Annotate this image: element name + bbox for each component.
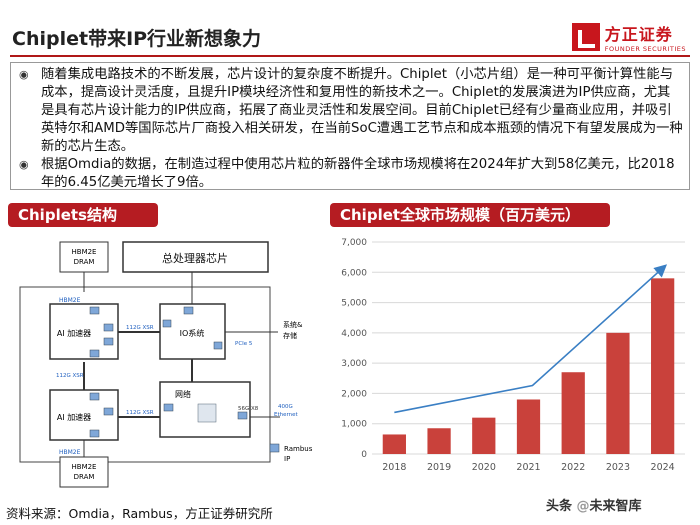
watermark-a: 头条 bbox=[546, 499, 573, 514]
ai-bottom-label: AI 加速器 bbox=[57, 412, 91, 422]
chiplet-diagram: 总处理器芯片 HBM2E DRAM HBM2E DRAM HBM2E HBM2E… bbox=[19, 241, 313, 488]
logo: 方正证券 FOUNDER SECURITIES bbox=[571, 21, 686, 53]
bar-2018 bbox=[382, 434, 406, 454]
bar-2021 bbox=[516, 399, 541, 454]
ip-block bbox=[103, 407, 114, 416]
logo-cn: 方正证券 bbox=[604, 25, 673, 44]
io-label: IO系统 bbox=[180, 328, 205, 338]
ethernet-line2: Ethernet bbox=[274, 412, 299, 418]
y-tick-label: 1,000 bbox=[341, 420, 367, 430]
legend-line1: Rambus bbox=[284, 445, 313, 453]
link-label-top: 112G XSR bbox=[126, 325, 154, 331]
hbm-bottom-box bbox=[59, 456, 109, 488]
main-chip-box bbox=[122, 241, 269, 273]
watermark: 头条 @未来智库 bbox=[546, 495, 642, 514]
ip-block bbox=[103, 337, 114, 346]
link-label-bottom: 112G XSR bbox=[126, 410, 154, 416]
y-tick-label: 7,000 bbox=[341, 238, 367, 248]
bar-2019 bbox=[427, 428, 451, 454]
watermark-sep: @ bbox=[572, 499, 590, 514]
hbm-bottom-line1: HBM2E bbox=[72, 463, 97, 471]
trend-arrow bbox=[394, 264, 668, 414]
hbm-top-box bbox=[59, 241, 109, 273]
logo-mark-icon bbox=[571, 23, 600, 51]
bar-2020 bbox=[472, 417, 496, 454]
panel-title-structure: Chiplets结构 bbox=[8, 203, 158, 227]
ip-block bbox=[237, 411, 248, 420]
main-chip-label: 总处理器芯片 bbox=[162, 251, 228, 265]
ip-block bbox=[103, 323, 114, 332]
bullet-dot-icon: ◉ bbox=[19, 158, 29, 171]
ip-block bbox=[89, 429, 100, 438]
link-label-mid: 112G XSR bbox=[56, 373, 84, 379]
y-tick-label: 0 bbox=[361, 450, 367, 460]
y-tick-label: 2,000 bbox=[341, 389, 367, 399]
x-tick-label: 2023 bbox=[606, 462, 630, 473]
network-label: 网络 bbox=[175, 389, 191, 399]
logo-text: 方正证券 FOUNDER SECURITIES bbox=[605, 21, 686, 53]
logo-en: FOUNDER SECURITIES bbox=[604, 45, 686, 53]
bar-2024 bbox=[651, 278, 675, 454]
x-tick-label: 2020 bbox=[472, 462, 496, 473]
hbm-top-line2: DRAM bbox=[74, 258, 95, 266]
ip-block bbox=[213, 341, 223, 350]
watermark-b: 未来智库 bbox=[589, 499, 642, 514]
ip-block bbox=[89, 306, 100, 315]
y-tick-label: 5,000 bbox=[341, 299, 367, 309]
storage-line1: 系统& bbox=[283, 320, 303, 329]
source-note: 资料来源：Omdia，Rambus，方正证券研究所 bbox=[6, 506, 273, 521]
x-tick-label: 2019 bbox=[427, 462, 451, 473]
hbm2e-tag-top: HBM2E bbox=[59, 297, 81, 304]
bar-2023 bbox=[606, 332, 630, 454]
storage-line2: 存储 bbox=[283, 331, 297, 340]
hbm-top-line1: HBM2E bbox=[72, 248, 97, 256]
serdes-label: 56G X8 bbox=[238, 406, 259, 412]
x-tick-label: 2024 bbox=[651, 462, 675, 473]
ip-block bbox=[183, 306, 194, 315]
bar-2022 bbox=[561, 372, 585, 454]
bullet-item: ◉ 随着集成电路技术的不断发展，芯片设计的复杂度不断提升。Chiplet（小芯片… bbox=[17, 66, 683, 156]
y-tick-label: 6,000 bbox=[341, 268, 367, 278]
x-tick-label: 2022 bbox=[561, 462, 585, 473]
ai-top-box bbox=[49, 303, 119, 360]
package-outline bbox=[19, 286, 271, 463]
market-chart: 0 1,000 2,000 3,000 4,000 5,000 6,000 7,000 2018… bbox=[341, 238, 685, 473]
title-rule bbox=[10, 55, 690, 57]
hbm2e-tag-bottom: HBM2E bbox=[59, 449, 81, 456]
ai-top-label: AI 加速器 bbox=[57, 328, 91, 338]
y-tick-label: 4,000 bbox=[341, 329, 367, 339]
page-title: Chiplet带来IP行业新想象力 bbox=[12, 28, 262, 50]
ip-block bbox=[162, 319, 172, 328]
bullet-text: 随着集成电路技术的不断发展，芯片设计的复杂度不断提升。Chiplet（小芯片组）… bbox=[41, 67, 683, 154]
ethernet-line1: 400G bbox=[278, 404, 293, 410]
bullet-box: ◉ 随着集成电路技术的不断发展，芯片设计的复杂度不断提升。Chiplet（小芯片… bbox=[10, 62, 690, 190]
ip-block bbox=[197, 403, 217, 423]
y-tick-label: 3,000 bbox=[341, 359, 367, 369]
bullet-text: 根据Omdia的数据，在制造过程中使用芯片粒的新器件全球市场规模将在2024年扩… bbox=[41, 157, 675, 190]
ip-block bbox=[89, 392, 100, 401]
ip-block bbox=[89, 349, 100, 358]
x-tick-label: 2018 bbox=[382, 462, 406, 473]
legend-swatch bbox=[269, 443, 280, 453]
bullet-dot-icon: ◉ bbox=[19, 68, 29, 81]
panel-title-market: Chiplet全球市场规模（百万美元） bbox=[330, 203, 610, 227]
ip-block bbox=[163, 403, 174, 412]
x-tick-label: 2021 bbox=[516, 462, 540, 473]
bullet-item: ◉ 根据Omdia的数据，在制造过程中使用芯片粒的新器件全球市场规模将在2024… bbox=[17, 156, 683, 192]
legend-line2: IP bbox=[284, 455, 290, 463]
pcie-label: PCIe 5 bbox=[235, 341, 253, 347]
hbm-bottom-line2: DRAM bbox=[74, 473, 95, 481]
